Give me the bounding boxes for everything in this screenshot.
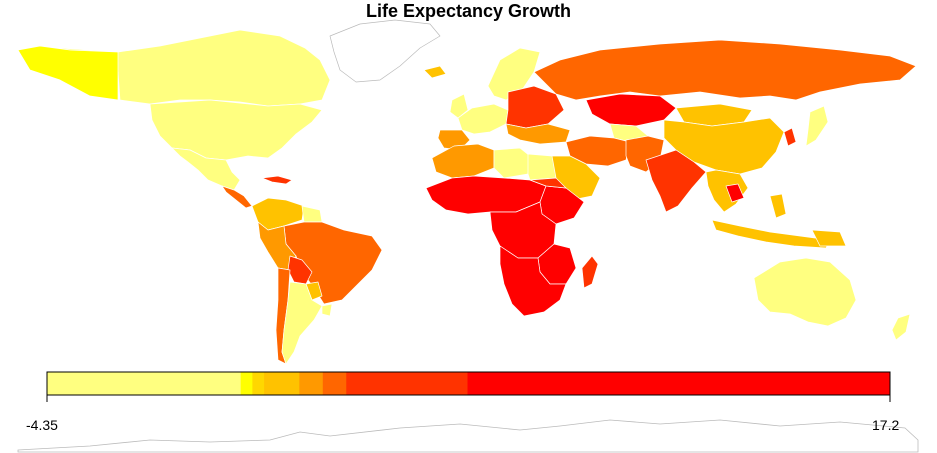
legend-bin-1 (240, 372, 253, 395)
region-caribbean (261, 175, 293, 185)
region-guianas (301, 205, 323, 223)
region-turkey (505, 123, 571, 145)
region-central-america (221, 185, 253, 209)
legend-bin-3 (264, 372, 300, 395)
legend-bin-7 (467, 372, 891, 395)
region-north-africa-west (431, 143, 495, 179)
region-canada (17, 29, 331, 107)
color-legend (46, 371, 891, 402)
region-southeast-asia (705, 169, 749, 213)
region-japan (805, 105, 829, 147)
legend-bin-0 (47, 372, 242, 395)
map-title: Life Expectancy Growth (365, 1, 572, 21)
region-iceland (423, 65, 447, 79)
region-uruguay (321, 303, 333, 317)
region-madagascar (581, 255, 599, 289)
region-sudan (529, 177, 567, 189)
legend-bin-2 (252, 372, 265, 395)
legend-bin-6 (346, 372, 469, 395)
region-egypt (527, 153, 557, 181)
region-argentina (281, 281, 323, 365)
region-russia (533, 39, 917, 101)
region-papua (811, 229, 847, 247)
region-philippines (769, 193, 787, 219)
region-new-zealand (891, 313, 911, 341)
legend-min-label: -4.35 (26, 417, 58, 433)
legend-frame (46, 371, 891, 396)
region-southern-africa (499, 245, 567, 317)
region-kazakhstan (585, 93, 677, 127)
region-greenland (329, 19, 441, 83)
region-alaska (17, 45, 119, 101)
region-cambodia (725, 183, 745, 203)
region-korea (783, 127, 797, 147)
legend-bin-4 (299, 372, 324, 395)
region-indonesia (711, 219, 831, 249)
legend-max-label: 17.2 (872, 417, 900, 433)
region-usa (149, 99, 323, 161)
region-libya (493, 147, 531, 179)
region-antarctica (17, 419, 919, 453)
legend-bin-5 (322, 372, 347, 395)
region-india (645, 149, 707, 213)
region-australia (753, 257, 857, 327)
